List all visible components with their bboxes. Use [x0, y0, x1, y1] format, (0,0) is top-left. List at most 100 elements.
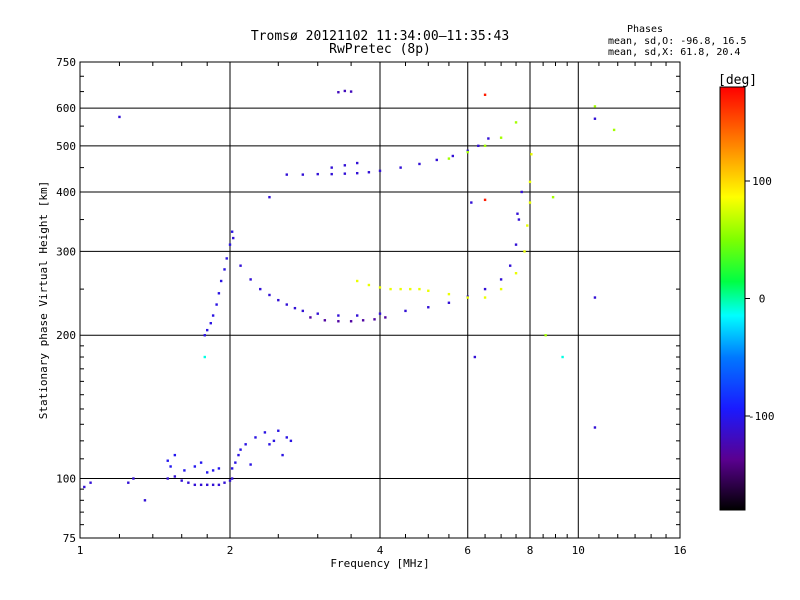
data-points — [83, 89, 616, 502]
data-point — [373, 318, 376, 321]
data-point — [593, 105, 597, 108]
colorbar — [719, 86, 746, 511]
data-point — [378, 286, 382, 289]
data-point — [473, 355, 477, 359]
data-point — [593, 296, 597, 299]
data-point — [223, 481, 226, 484]
data-point — [477, 144, 480, 148]
y-tick-label: 300 — [56, 245, 76, 258]
colorbar-tick-label: -100 — [748, 410, 775, 423]
data-point — [487, 137, 490, 140]
data-point — [316, 172, 319, 176]
data-point — [132, 477, 135, 480]
data-point — [378, 312, 382, 315]
data-point — [466, 296, 469, 299]
data-point — [447, 301, 451, 304]
data-point — [230, 230, 234, 233]
y-tick-label: 75 — [63, 532, 76, 545]
data-point — [427, 289, 430, 292]
data-point — [183, 469, 186, 472]
data-point — [483, 296, 487, 299]
data-point — [309, 316, 312, 319]
colorbar-tick-label: 0 — [759, 293, 766, 306]
data-point — [228, 479, 232, 482]
data-point — [514, 243, 518, 246]
data-point — [203, 334, 206, 337]
x-tick-label: 2 — [227, 544, 234, 557]
data-point — [384, 316, 387, 319]
data-point — [528, 180, 532, 184]
data-point — [173, 453, 177, 457]
data-point — [418, 162, 421, 166]
data-point — [193, 483, 197, 487]
data-point — [232, 236, 235, 240]
data-point — [211, 469, 215, 472]
data-point — [209, 321, 212, 325]
data-point — [277, 429, 280, 432]
data-point — [211, 314, 215, 317]
x-tick-label: 8 — [527, 544, 534, 557]
data-point — [272, 439, 276, 443]
data-point — [215, 303, 218, 306]
data-point — [367, 283, 371, 287]
data-point — [254, 436, 257, 439]
data-point — [337, 91, 340, 94]
data-point — [228, 243, 232, 246]
colorbar-tick-label: 100 — [752, 175, 772, 188]
data-point — [470, 201, 473, 204]
data-point — [143, 499, 147, 502]
data-point — [516, 212, 519, 215]
data-point — [289, 439, 293, 443]
x-axis: 1 2 4 6 8 10 16 — [77, 62, 687, 557]
data-point — [127, 481, 130, 484]
data-point — [349, 90, 353, 93]
data-point — [83, 485, 86, 489]
y-axis: 75 100 200 300 400 500 600 750 — [56, 56, 680, 545]
data-point — [523, 250, 526, 253]
data-point — [399, 287, 402, 291]
data-point — [203, 355, 206, 359]
data-point — [551, 195, 555, 199]
chart-subtitle: RwPretec (8p) — [329, 42, 431, 57]
data-point — [514, 272, 518, 275]
data-point — [205, 328, 209, 332]
data-point — [399, 166, 402, 169]
y-tick-label: 500 — [56, 140, 76, 153]
data-point — [499, 278, 503, 281]
data-point — [205, 471, 209, 474]
data-point — [530, 153, 533, 156]
y-tick-label: 750 — [56, 56, 76, 69]
phase-o-stats: mean, sd,O: -96.8, 16.5 — [608, 36, 746, 47]
data-point — [180, 479, 183, 482]
data-point — [268, 195, 271, 199]
colorbar-ticks: 100 0 -100 — [745, 175, 775, 423]
data-point — [517, 218, 521, 221]
x-tick-label: 16 — [673, 544, 686, 557]
y-tick-label: 200 — [56, 329, 76, 342]
data-point — [301, 173, 305, 176]
data-point — [343, 172, 347, 175]
data-point — [199, 483, 203, 487]
data-point — [520, 190, 523, 194]
data-point — [234, 461, 237, 464]
phase-title: Phases — [627, 24, 663, 35]
data-point — [223, 268, 226, 271]
data-point — [301, 309, 305, 313]
x-tick-label: 10 — [572, 544, 585, 557]
data-point — [89, 481, 92, 484]
data-point — [217, 292, 221, 295]
data-point — [230, 467, 234, 470]
data-point — [508, 264, 512, 267]
y-tick-label: 400 — [56, 186, 76, 199]
data-point — [166, 477, 169, 480]
data-point — [483, 144, 487, 148]
data-point — [239, 448, 242, 451]
data-point — [211, 483, 215, 487]
x-tick-label: 6 — [464, 544, 471, 557]
x-tick-label: 1 — [77, 544, 84, 557]
data-point — [367, 171, 371, 174]
data-point — [237, 453, 240, 457]
y-tick-label: 100 — [56, 473, 76, 486]
data-point — [451, 154, 455, 158]
